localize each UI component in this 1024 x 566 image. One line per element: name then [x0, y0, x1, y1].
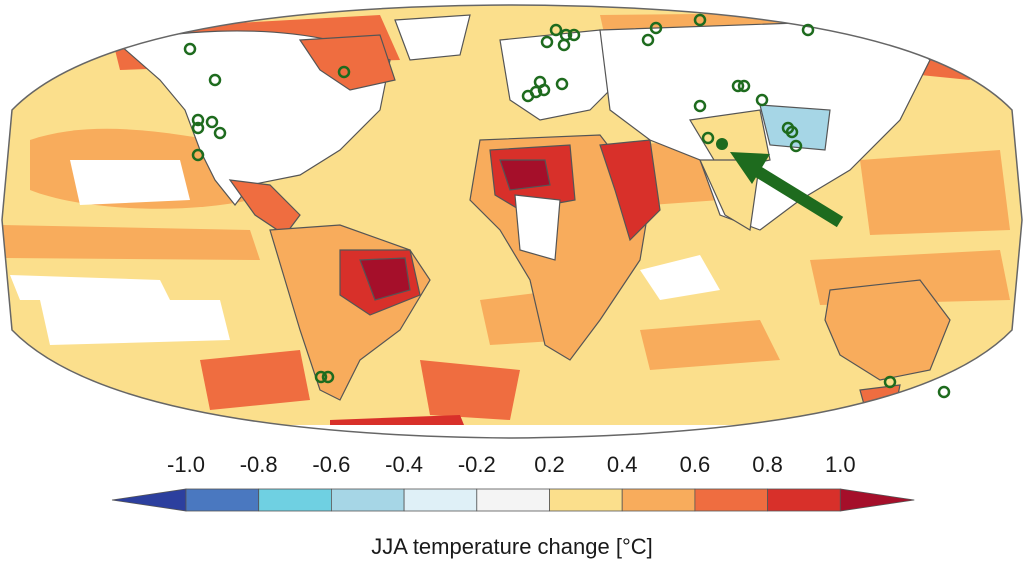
map-frame [1, 4, 1023, 439]
colorbar-segment [549, 488, 623, 512]
colorbar-tick-label: 1.0 [825, 452, 856, 477]
site-marker [208, 73, 222, 87]
site-marker [549, 23, 563, 37]
colorbar-segment [767, 488, 841, 512]
colorbar-segment [476, 488, 550, 512]
landmasses [118, 14, 961, 438]
site-markers [183, 13, 951, 399]
site-marker [789, 139, 803, 153]
site-marker [337, 65, 351, 79]
colorbar-segment [330, 488, 405, 512]
site-marker [555, 77, 569, 91]
site-marker [191, 113, 205, 127]
colorbar-tick-label: 0.6 [679, 452, 711, 477]
colorbar-tick-label: -0.8 [239, 452, 278, 477]
colorbar-segment [694, 488, 769, 512]
site-marker [755, 93, 769, 107]
site-marker [785, 125, 799, 139]
site-marker [641, 33, 655, 47]
site-marker [183, 42, 197, 56]
colorbar-segment [403, 488, 478, 512]
site-marker [701, 131, 715, 145]
site-marker [801, 23, 815, 37]
site-marker [937, 385, 951, 399]
site-marker [529, 85, 543, 99]
site-marker [693, 13, 707, 27]
site-marker [191, 121, 205, 135]
colorbar-extend-low [111, 488, 187, 512]
colorbar-segment [258, 488, 332, 512]
site-marker [557, 38, 571, 52]
site-marker [537, 83, 551, 97]
colorbar-tick-label: -0.6 [312, 452, 351, 477]
site-marker [883, 375, 897, 389]
site-marker [314, 370, 328, 384]
site-marker [649, 21, 663, 35]
site-marker [191, 148, 205, 162]
site-marker [205, 115, 219, 129]
colorbar-tick-label: -0.2 [457, 452, 496, 477]
site-marker [321, 370, 335, 384]
colorbar-tick-label: 0.2 [534, 452, 565, 477]
world-map [1, 4, 1023, 439]
highlighted-site-marker [716, 138, 728, 150]
site-marker [567, 28, 581, 42]
site-marker [213, 126, 227, 140]
colorbar-tick-label: 0.8 [752, 452, 783, 477]
site-marker [693, 99, 707, 113]
site-marker [737, 79, 751, 93]
colorbar [111, 488, 915, 512]
colorbar-tick-label: -1.0 [167, 452, 205, 477]
pointer-arrow [730, 152, 844, 228]
colorbar-title: JJA temperature change [°C] [371, 534, 653, 559]
site-marker [540, 35, 554, 49]
colorbar-segment [185, 488, 260, 512]
site-marker [731, 79, 745, 93]
colorbar-tick-label: 0.4 [606, 452, 638, 477]
colorbar-tick-label: -0.4 [385, 452, 424, 477]
colorbar-segment [621, 488, 696, 512]
colorbar-extend-high [839, 488, 915, 512]
